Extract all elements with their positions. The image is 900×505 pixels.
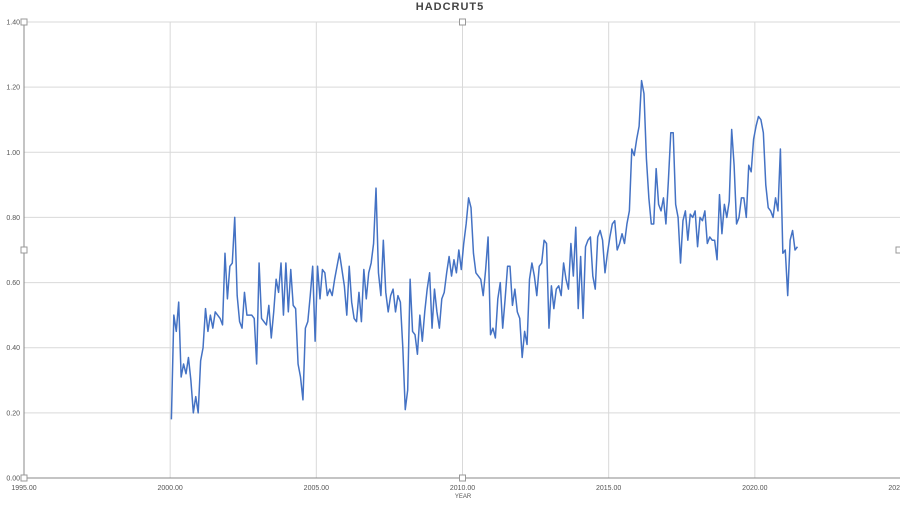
resize-handle [459, 18, 466, 26]
x-tick-label: 2005.00 [304, 485, 329, 492]
y-tick-label: 0.60 [6, 280, 20, 287]
y-tick-label: 0.20 [6, 410, 20, 417]
chart-resize-handles [20, 18, 900, 482]
resize-handle [20, 18, 28, 26]
x-tick-label: 2000.00 [158, 485, 183, 492]
x-tick-label: 2010.00 [450, 485, 475, 492]
x-tick-label: 1995.00 [11, 485, 36, 492]
y-tick-label: 0.80 [6, 215, 20, 222]
x-tick-labels: 1995.00 2000.00 2005.00 2010.00 2015.00 2020.… [11, 485, 900, 492]
y-tick-label: 1.20 [6, 85, 20, 92]
x-tick-label: 2020.00 [742, 485, 767, 492]
x-axis-title: YEAR [455, 494, 472, 500]
resize-handle [20, 246, 28, 254]
y-tick-label: 1.00 [6, 150, 20, 157]
x-tick-label: 2015.00 [596, 485, 621, 492]
gridlines [24, 21, 900, 478]
series-line [170, 79, 799, 420]
resize-handle [459, 474, 466, 482]
y-tick-label: 1.40 [6, 20, 20, 27]
x-tick-label: 2025.00 [888, 485, 900, 492]
chart-title: HADCRUT5 [415, 1, 485, 13]
series-group [170, 79, 799, 420]
y-tick-label: 0.00 [6, 476, 20, 483]
y-tick-label: 0.40 [6, 345, 20, 352]
resize-handle [895, 246, 900, 254]
y-tick-labels: 0.00 0.20 0.40 0.60 0.80 1.00 1.20 1.40 [6, 20, 20, 483]
resize-handle [20, 474, 28, 482]
